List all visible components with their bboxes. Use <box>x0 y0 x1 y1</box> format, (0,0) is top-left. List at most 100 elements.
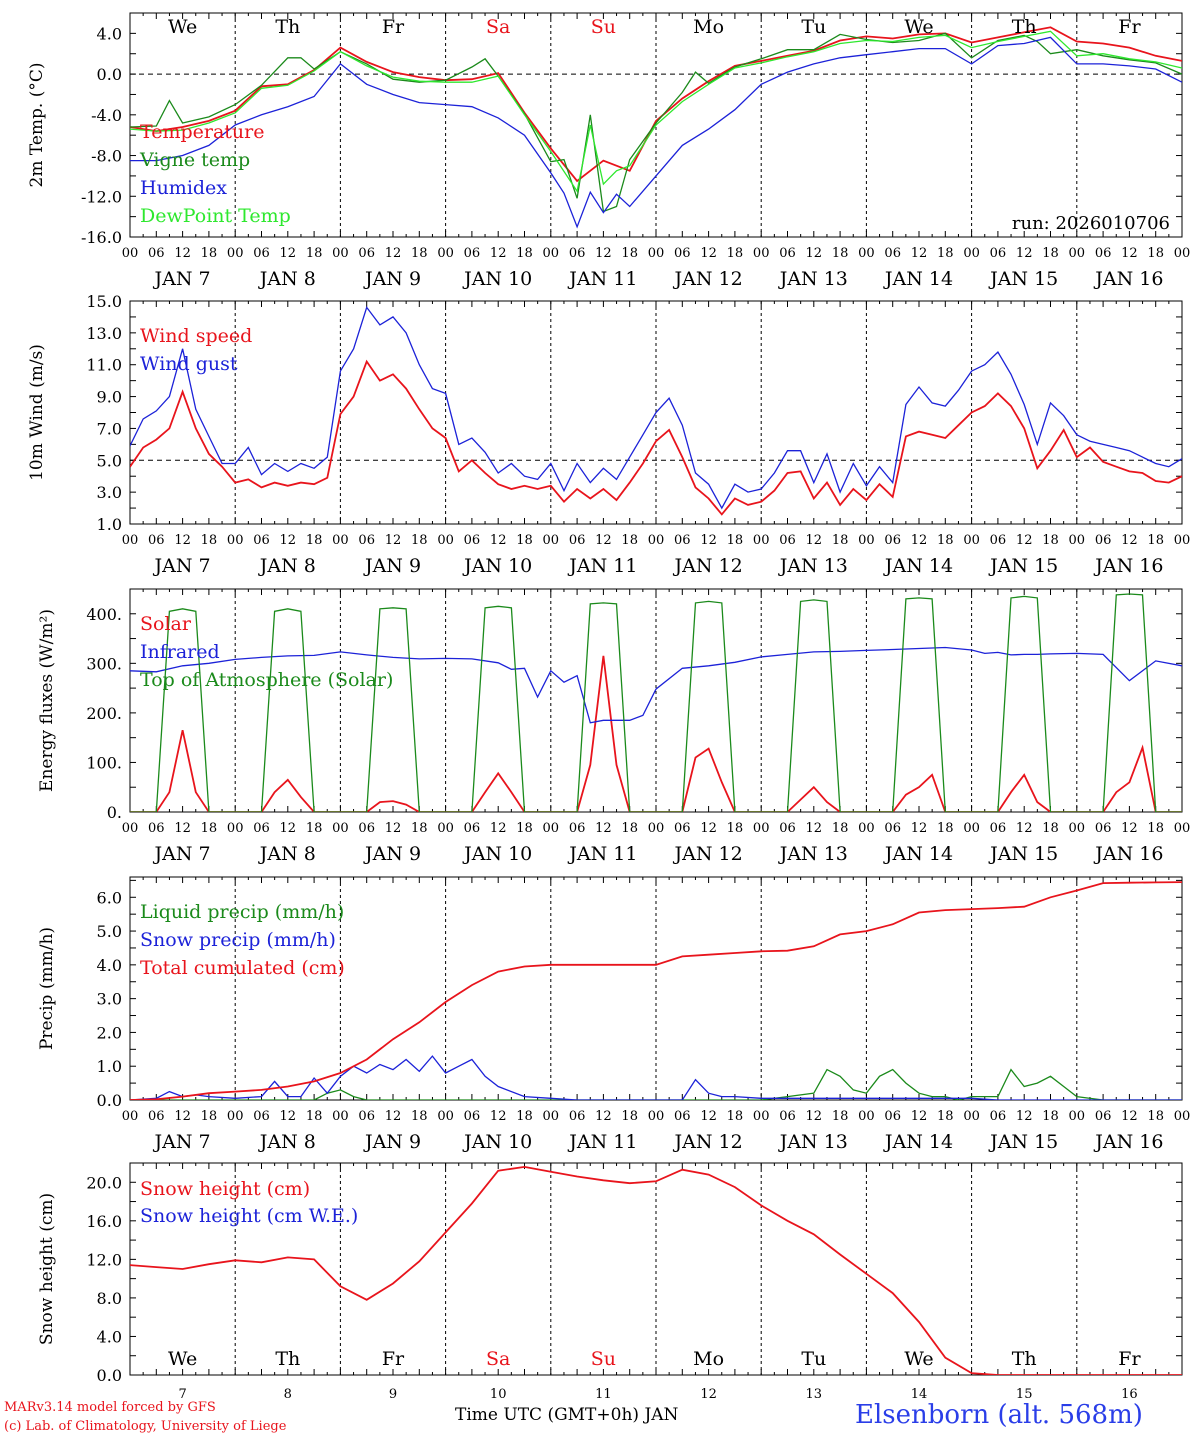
hour-tick-label: 18 <box>411 246 428 261</box>
hour-tick-label: 12 <box>1016 246 1033 261</box>
date-label: JAN 14 <box>883 1131 953 1153</box>
y-tick-label: 400. <box>86 605 122 624</box>
hour-tick-label: 00 <box>1174 1109 1191 1124</box>
y-tick-label: 9.0 <box>97 388 122 407</box>
y-tick-label: 5.0 <box>97 922 122 941</box>
hour-tick-label: 06 <box>253 246 270 261</box>
legend-entry: Top of Atmosphere (Solar) <box>140 669 393 691</box>
date-label: JAN 13 <box>778 843 848 865</box>
hour-tick-label: 06 <box>358 533 375 548</box>
date-label: JAN 12 <box>673 1131 743 1153</box>
hour-tick-label: 00 <box>122 533 139 548</box>
y-tick-label: 2.0 <box>97 1023 122 1042</box>
date-label: JAN 14 <box>883 555 953 577</box>
y-tick-label: 4.0 <box>97 1327 122 1346</box>
date-label: JAN 14 <box>883 268 953 290</box>
hour-tick-label: 18 <box>621 246 638 261</box>
date-label: JAN 8 <box>258 555 316 577</box>
hour-tick-label: 00 <box>1174 533 1191 548</box>
series-line-vigne-temp <box>130 32 1182 213</box>
day-name: We <box>168 1348 197 1370</box>
day-number-label: 10 <box>490 1387 507 1402</box>
hour-tick-label: 18 <box>306 821 323 836</box>
hour-tick-label: 18 <box>201 533 218 548</box>
hour-tick-label: 12 <box>911 1109 928 1124</box>
hour-tick-label: 00 <box>648 533 665 548</box>
hour-tick-label: 12 <box>280 821 297 836</box>
day-name: Mo <box>693 1348 724 1370</box>
day-number-label: 14 <box>911 1387 928 1402</box>
hour-tick-label: 18 <box>1147 533 1164 548</box>
hour-tick-label: 00 <box>227 821 244 836</box>
hour-tick-label: 18 <box>832 1109 849 1124</box>
hour-tick-label: 12 <box>911 821 928 836</box>
hour-tick-label: 06 <box>569 533 586 548</box>
panel-4: 6.0 5.0 4.0 3.0 2.0 1.0 0.0 Precip (mm/h) Liquid… <box>37 876 1191 1153</box>
hour-tick-label: 12 <box>700 246 717 261</box>
legend-entry: Infrared <box>140 641 220 663</box>
legend-entry: Liquid precip (mm/h) <box>140 901 344 923</box>
hour-tick-label: 12 <box>1121 246 1138 261</box>
hour-tick-label: 12 <box>806 246 823 261</box>
hour-tick-label: 18 <box>411 533 428 548</box>
hour-tick-label: 06 <box>253 821 270 836</box>
legend-entry: Wind speed <box>140 325 252 347</box>
hour-tick-label: 06 <box>464 246 481 261</box>
hour-tick-label: 06 <box>674 1109 691 1124</box>
date-label: JAN 8 <box>258 268 316 290</box>
series-line-humidex <box>130 36 1182 229</box>
day-name: Su <box>591 16 616 38</box>
hour-tick-label: 00 <box>1069 246 1086 261</box>
hour-tick-label: 18 <box>727 821 744 836</box>
date-label: JAN 13 <box>778 268 848 290</box>
y-tick-label: -16.0 <box>81 228 122 247</box>
date-label: JAN 10 <box>462 268 532 290</box>
day-name: Tu <box>801 1348 826 1370</box>
hour-tick-label: 06 <box>884 533 901 548</box>
hour-tick-label: 18 <box>1147 821 1164 836</box>
hour-tick-label: 00 <box>1174 821 1191 836</box>
hour-tick-label: 06 <box>148 821 165 836</box>
hour-tick-label: 00 <box>858 533 875 548</box>
date-label: JAN 9 <box>363 1131 421 1153</box>
hour-tick-label: 18 <box>937 533 954 548</box>
hour-tick-label: 12 <box>1016 1109 1033 1124</box>
y-tick-label: -8.0 <box>91 147 122 166</box>
panel-5: 20.0 16.0 12.0 8.0 4.0 0.0 Snow height (cm) Sno… <box>37 1162 1183 1402</box>
hour-tick-label: 18 <box>727 1109 744 1124</box>
hour-tick-label: 18 <box>832 246 849 261</box>
hour-tick-label: 06 <box>779 1109 796 1124</box>
hour-tick-label: 00 <box>543 533 560 548</box>
day-name: Sa <box>486 1348 510 1370</box>
hour-tick-label: 12 <box>911 533 928 548</box>
y-tick-label: 0.0 <box>97 1091 122 1110</box>
hour-tick-label: 12 <box>385 1109 402 1124</box>
panel-1: 4.0 0.0 -4.0 -8.0 -12.0 -16.0 2m Temp. (°C) Tem… <box>27 12 1190 290</box>
hour-tick-label: 18 <box>1042 533 1059 548</box>
hour-tick-label: 06 <box>884 246 901 261</box>
hour-tick-label: 18 <box>516 821 533 836</box>
station-title: Elsenborn (alt. 568m) <box>855 1400 1143 1430</box>
date-label: JAN 7 <box>153 1131 211 1153</box>
legend-entry: DewPoint Temp <box>140 205 291 227</box>
hour-tick-label: 12 <box>700 821 717 836</box>
hour-tick-label: 06 <box>569 821 586 836</box>
y-tick-label: 12.0 <box>86 1250 122 1269</box>
hour-tick-label: 12 <box>1121 821 1138 836</box>
date-label: JAN 11 <box>567 843 637 865</box>
hour-tick-label: 06 <box>148 533 165 548</box>
hour-tick-label: 00 <box>437 821 454 836</box>
y-tick-label: 16.0 <box>86 1212 122 1231</box>
series-line-wind-gust <box>130 306 1182 510</box>
hour-tick-label: 18 <box>832 533 849 548</box>
day-name: Th <box>1012 16 1037 38</box>
hour-tick-label: 00 <box>858 1109 875 1124</box>
date-label: JAN 16 <box>1093 843 1163 865</box>
hour-tick-label: 18 <box>411 821 428 836</box>
y-tick-label: 100. <box>86 753 122 772</box>
hour-tick-label: 12 <box>806 533 823 548</box>
day-name: Th <box>275 1348 300 1370</box>
hour-tick-label: 06 <box>779 821 796 836</box>
hour-tick-label: 06 <box>884 821 901 836</box>
